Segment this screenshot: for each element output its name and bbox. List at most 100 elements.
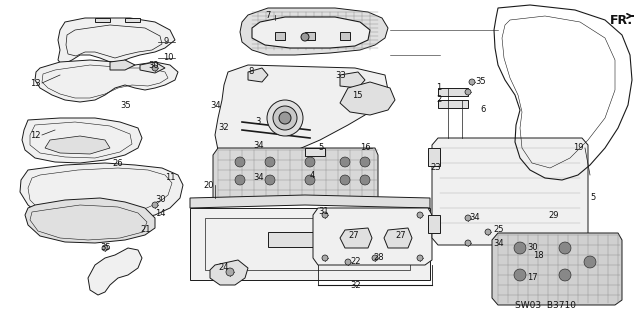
Text: 1: 1	[436, 84, 441, 93]
Text: 33: 33	[335, 70, 346, 79]
Circle shape	[340, 157, 350, 167]
Circle shape	[322, 212, 328, 218]
Circle shape	[267, 100, 303, 136]
Circle shape	[265, 157, 275, 167]
Circle shape	[235, 175, 245, 185]
Circle shape	[301, 33, 309, 41]
Polygon shape	[22, 118, 142, 163]
Circle shape	[305, 175, 315, 185]
Polygon shape	[215, 65, 388, 165]
Circle shape	[372, 255, 378, 261]
Circle shape	[322, 255, 328, 261]
Text: 13: 13	[30, 78, 40, 87]
Polygon shape	[492, 233, 622, 305]
Polygon shape	[213, 148, 378, 202]
Text: 30: 30	[155, 196, 166, 204]
Circle shape	[345, 259, 351, 265]
Bar	[305, 148, 325, 156]
Circle shape	[152, 65, 158, 71]
Text: 32: 32	[218, 123, 228, 132]
Text: 8: 8	[248, 68, 253, 77]
Circle shape	[273, 106, 297, 130]
Text: 34: 34	[253, 140, 264, 150]
Circle shape	[559, 242, 571, 254]
Polygon shape	[125, 18, 140, 22]
Circle shape	[265, 175, 275, 185]
Bar	[340, 32, 350, 40]
Circle shape	[559, 269, 571, 281]
Bar	[428, 215, 440, 233]
Polygon shape	[25, 198, 155, 243]
Ellipse shape	[250, 121, 270, 131]
Text: 23: 23	[430, 164, 440, 173]
Text: 15: 15	[352, 91, 362, 100]
Text: 14: 14	[155, 209, 166, 218]
Circle shape	[305, 157, 315, 167]
Circle shape	[514, 242, 526, 254]
Text: 3: 3	[255, 117, 260, 127]
Text: 27: 27	[348, 231, 358, 240]
Circle shape	[417, 212, 423, 218]
Text: 25: 25	[493, 226, 504, 234]
Text: 35: 35	[100, 243, 111, 253]
Circle shape	[102, 245, 108, 251]
Text: 26: 26	[112, 159, 123, 167]
Circle shape	[485, 229, 491, 235]
Polygon shape	[384, 228, 412, 248]
Bar	[428, 148, 440, 166]
Text: 11: 11	[165, 174, 175, 182]
Polygon shape	[110, 60, 135, 70]
Text: 29: 29	[548, 211, 559, 219]
Text: 32: 32	[350, 280, 360, 290]
Circle shape	[465, 215, 471, 221]
Circle shape	[584, 256, 596, 268]
Text: FR.: FR.	[610, 14, 633, 27]
Bar	[438, 88, 468, 96]
Text: 30: 30	[148, 61, 159, 70]
Text: 16: 16	[360, 144, 371, 152]
Bar	[438, 100, 468, 108]
Text: 17: 17	[527, 272, 538, 281]
Polygon shape	[140, 62, 165, 73]
Bar	[275, 32, 285, 40]
Text: 4: 4	[310, 170, 316, 180]
Text: 35: 35	[475, 78, 486, 86]
Circle shape	[465, 89, 471, 95]
Text: 30: 30	[527, 242, 538, 251]
Text: 9: 9	[163, 38, 168, 47]
Circle shape	[417, 255, 423, 261]
Text: 2: 2	[436, 95, 441, 105]
Circle shape	[279, 112, 291, 124]
Text: 24: 24	[218, 263, 228, 272]
Text: SW03  B3710: SW03 B3710	[515, 301, 576, 310]
Text: 12: 12	[30, 130, 40, 139]
Bar	[268, 232, 353, 247]
Text: 34: 34	[253, 174, 264, 182]
Polygon shape	[88, 248, 142, 295]
Polygon shape	[248, 68, 268, 82]
Text: 19: 19	[573, 144, 584, 152]
Polygon shape	[340, 72, 365, 88]
Circle shape	[360, 175, 370, 185]
Circle shape	[465, 240, 471, 246]
Polygon shape	[340, 82, 395, 115]
Circle shape	[235, 157, 245, 167]
Polygon shape	[240, 8, 388, 55]
Polygon shape	[432, 138, 588, 245]
Polygon shape	[45, 136, 110, 154]
Text: 21: 21	[140, 226, 150, 234]
Text: 34: 34	[210, 100, 221, 109]
Text: 34: 34	[493, 239, 504, 248]
Text: 31: 31	[318, 207, 328, 217]
Polygon shape	[190, 195, 430, 208]
Text: 22: 22	[350, 257, 360, 266]
Text: 28: 28	[373, 254, 383, 263]
Polygon shape	[58, 18, 175, 65]
Text: 20: 20	[203, 181, 214, 189]
Circle shape	[514, 269, 526, 281]
Text: 7: 7	[265, 11, 270, 19]
Polygon shape	[340, 228, 372, 248]
Polygon shape	[35, 60, 178, 102]
Circle shape	[469, 79, 475, 85]
Text: 18: 18	[533, 250, 543, 259]
